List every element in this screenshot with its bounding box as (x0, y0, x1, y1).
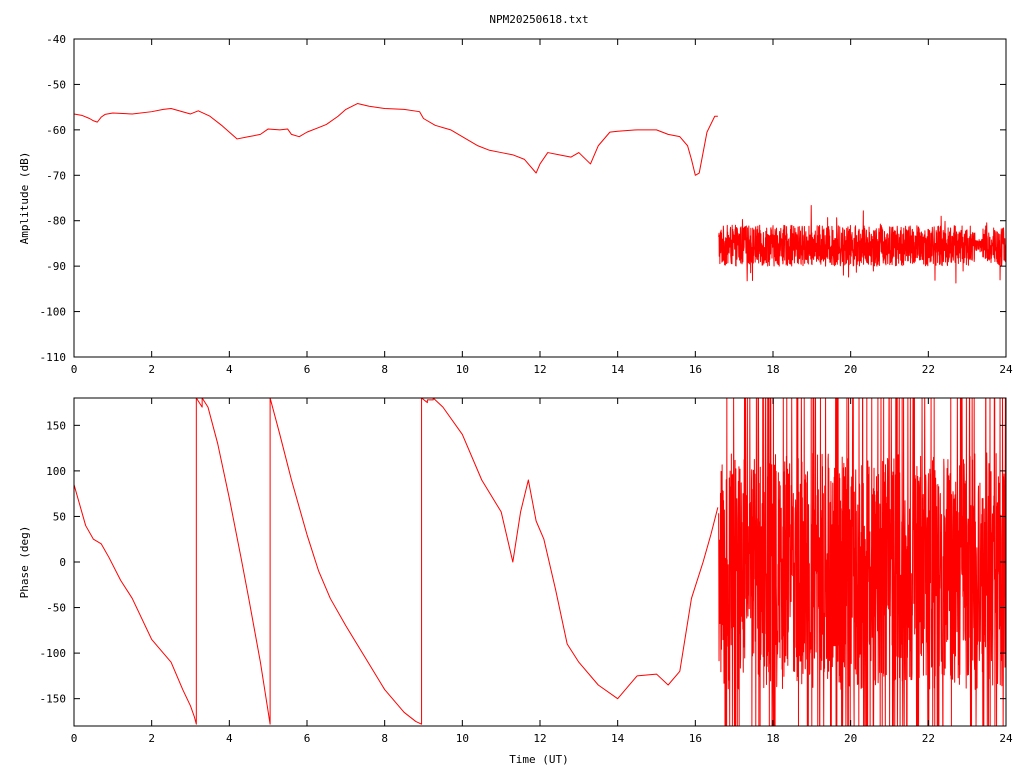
x-tick-label: 10 (456, 732, 469, 745)
y-tick-label: -80 (46, 215, 66, 228)
x-tick-label: 4 (226, 363, 233, 376)
x-tick-label: 0 (71, 363, 78, 376)
x-tick-label: 12 (533, 732, 546, 745)
y-tick-label: 150 (46, 419, 66, 432)
amplitude-axis-label: Amplitude (dB) (18, 152, 31, 245)
chart-title: NPM20250618.txt (489, 13, 588, 26)
y-tick-label: -50 (46, 602, 66, 615)
amplitude-panel: Amplitude (dB) 0 2 4 6 8 10 12 14 16 18 20 22 24-40-… (18, 33, 1013, 376)
phase-panel: Phase (deg) Time (UT) 0 2 4 6 8 10 12 14 16 18 20 2… (18, 397, 1013, 766)
x-tick-label: 16 (689, 363, 702, 376)
x-tick-label: 14 (611, 732, 625, 745)
phase-series-line (74, 398, 719, 725)
plot-frame (73, 38, 1007, 358)
x-tick-label: 24 (999, 732, 1013, 745)
y-tick-label: 0 (59, 556, 66, 569)
x-tick-label: 10 (456, 363, 469, 376)
x-tick-label: 6 (304, 363, 311, 376)
y-tick-label: -150 (40, 693, 67, 706)
y-tick-label: -100 (40, 306, 67, 319)
x-tick-label: 0 (71, 732, 78, 745)
x-tick-label: 18 (766, 732, 779, 745)
x-tick-label: 18 (766, 363, 779, 376)
x-tick-label: 24 (999, 363, 1013, 376)
x-tick-label: 8 (381, 363, 388, 376)
phase-axis-label: Phase (deg) (18, 526, 31, 599)
x-tick-label: 16 (689, 732, 702, 745)
y-tick-label: -50 (46, 78, 66, 91)
x-tick-label: 8 (381, 732, 388, 745)
y-tick-label: -100 (40, 647, 67, 660)
y-tick-label: -70 (46, 169, 66, 182)
x-tick-label: 12 (533, 363, 546, 376)
x-tick-label: 14 (611, 363, 625, 376)
y-tick-label: -110 (40, 351, 67, 364)
y-tick-label: 100 (46, 465, 66, 478)
phase-noise-trace (718, 398, 1006, 726)
x-tick-label: 22 (922, 732, 935, 745)
x-tick-label: 4 (226, 732, 233, 745)
y-tick-label: -40 (46, 33, 66, 46)
amplitude-series-line (74, 103, 718, 176)
time-axis-label: Time (UT) (509, 753, 569, 766)
x-tick-label: 6 (304, 732, 311, 745)
x-tick-label: 2 (148, 363, 155, 376)
y-tick-label: -60 (46, 124, 66, 137)
y-tick-label: 50 (53, 510, 66, 523)
amplitude-noise-trace (718, 205, 1006, 284)
x-tick-label: 20 (844, 732, 857, 745)
x-tick-label: 2 (148, 732, 155, 745)
y-tick-label: -90 (46, 260, 66, 273)
x-tick-label: 22 (922, 363, 935, 376)
x-tick-label: 20 (844, 363, 857, 376)
